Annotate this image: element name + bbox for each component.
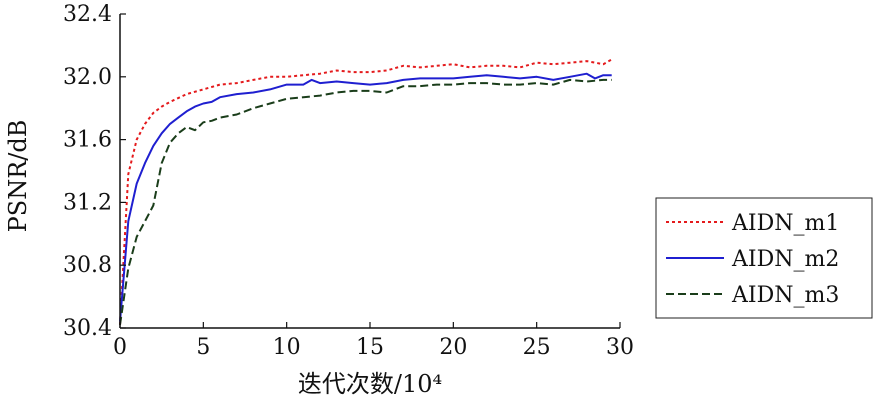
x-tick-label-30: 30 xyxy=(606,335,634,360)
x-tick-label-20: 20 xyxy=(439,335,467,360)
axes-layer: 0 5 10 15 20 25 30 30.4 30.8 31.2 31.6 32.0 32.4 xyxy=(63,2,634,360)
y-tick-label-31.2: 31.2 xyxy=(63,190,112,215)
series-line-aidn-m3 xyxy=(119,78,612,326)
legend-label-aidn-m1: AIDN_m1 xyxy=(731,211,839,236)
x-tick-label-5: 5 xyxy=(196,335,210,360)
x-tick-label-25: 25 xyxy=(523,335,551,360)
series-layer xyxy=(119,58,613,326)
legend-label-aidn-m2: AIDN_m2 xyxy=(731,247,839,272)
y-axis-label: PSNR/dB xyxy=(4,120,32,233)
legend: AIDN_m1 AIDN_m2 AIDN_m3 xyxy=(655,197,873,319)
y-tick-label-32: 32.0 xyxy=(63,65,112,90)
x-tick-label-10: 10 xyxy=(273,335,301,360)
x-tick-label-15: 15 xyxy=(356,335,384,360)
y-tick-label-31.6: 31.6 xyxy=(63,128,112,153)
x-axis-label: 迭代次数/10⁴ xyxy=(298,370,442,398)
series-line-aidn-m1 xyxy=(119,58,613,325)
x-tick-label-0: 0 xyxy=(113,335,127,360)
y-tick-label-30.8: 30.8 xyxy=(63,253,112,278)
y-tick-label-32.4: 32.4 xyxy=(63,2,112,27)
series-line-aidn-m2 xyxy=(119,72,612,322)
legend-label-aidn-m3: AIDN_m3 xyxy=(731,283,839,308)
y-tick-label-30.4: 30.4 xyxy=(63,316,112,341)
